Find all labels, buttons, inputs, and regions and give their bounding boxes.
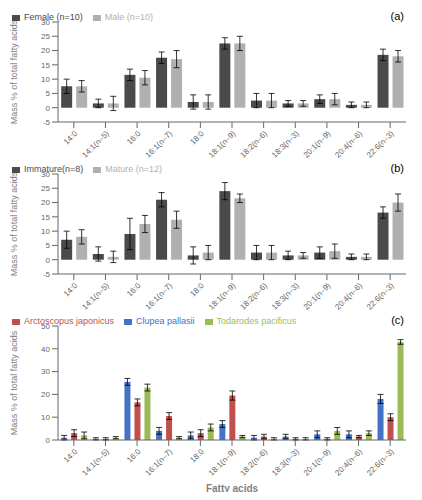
svg-text:15: 15	[41, 61, 50, 70]
svg-text:Mass % of total fatty acids: Mass % of total fatty acids	[9, 330, 19, 435]
svg-text:18:3(n–3): 18:3(n–3)	[270, 129, 301, 160]
svg-text:18:0: 18:0	[188, 281, 206, 299]
svg-text:10: 10	[41, 413, 50, 422]
svg-text:18:2(n–6): 18:2(n–6)	[238, 129, 269, 160]
svg-text:0: 0	[46, 104, 51, 113]
svg-text:14:0: 14:0	[62, 447, 80, 465]
svg-text:20:1(n–9): 20:1(n–9)	[302, 129, 333, 160]
svg-text:14:0: 14:0	[62, 129, 80, 147]
svg-text:30: 30	[41, 170, 50, 179]
svg-text:22:6(n–3): 22:6(n–3)	[365, 129, 396, 160]
svg-text:Mass % of total fatty acids: Mass % of total fatty acids	[9, 19, 19, 124]
svg-text:20:4(n–6): 20:4(n–6)	[333, 281, 364, 312]
svg-text:18:3(n–3): 18:3(n–3)	[270, 281, 301, 312]
svg-text:16:1(n–7): 16:1(n–7)	[144, 129, 175, 160]
svg-text:20:1(n–9): 20:1(n–9)	[302, 447, 333, 478]
svg-text:25: 25	[41, 32, 50, 41]
svg-text:14:1(n–5): 14:1(n–5)	[80, 447, 111, 478]
svg-text:30: 30	[41, 18, 50, 27]
svg-text:18:2(n–6): 18:2(n–6)	[238, 281, 269, 312]
svg-text:Mass % of total fatty acids: Mass % of total fatty acids	[9, 171, 19, 276]
svg-text:Fatty acids: Fatty acids	[206, 483, 259, 492]
svg-text:0: 0	[46, 256, 51, 265]
svg-text:18:2(n–6): 18:2(n–6)	[238, 447, 269, 478]
svg-text:5: 5	[46, 241, 51, 250]
svg-text:20:4(n–6): 20:4(n–6)	[333, 129, 364, 160]
svg-text:16:1(n–7): 16:1(n–7)	[144, 281, 175, 312]
svg-text:18:0: 18:0	[188, 447, 206, 465]
svg-text:-5: -5	[43, 118, 51, 127]
svg-text:18:1(n–9): 18:1(n–9)	[207, 129, 238, 160]
svg-text:16:0: 16:0	[125, 129, 143, 147]
svg-text:20: 20	[41, 390, 50, 399]
svg-text:10: 10	[41, 75, 50, 84]
svg-text:25: 25	[41, 184, 50, 193]
svg-text:40: 40	[41, 345, 50, 354]
svg-text:10: 10	[41, 227, 50, 236]
svg-text:14:1(n–5): 14:1(n–5)	[80, 129, 111, 160]
svg-text:18:1(n–9): 18:1(n–9)	[207, 281, 238, 312]
svg-text:-5: -5	[43, 270, 51, 279]
svg-text:16:0: 16:0	[125, 281, 143, 299]
svg-text:20:4(n–6): 20:4(n–6)	[333, 447, 364, 478]
svg-text:15: 15	[41, 213, 50, 222]
svg-text:50: 50	[41, 322, 50, 331]
svg-text:30: 30	[41, 367, 50, 376]
svg-text:14:1(n–5): 14:1(n–5)	[80, 281, 111, 312]
svg-text:18:1(n–9): 18:1(n–9)	[207, 447, 238, 478]
svg-text:18:0: 18:0	[188, 129, 206, 147]
svg-text:22:6(n–3): 22:6(n–3)	[365, 281, 396, 312]
svg-text:20:1(n–9): 20:1(n–9)	[302, 281, 333, 312]
svg-text:0: 0	[46, 436, 51, 445]
svg-text:16:0: 16:0	[125, 447, 143, 465]
svg-text:20: 20	[41, 46, 50, 55]
svg-text:14:0: 14:0	[62, 281, 80, 299]
svg-text:20: 20	[41, 198, 50, 207]
svg-text:5: 5	[46, 89, 51, 98]
svg-text:16:1(n–7): 16:1(n–7)	[144, 447, 175, 478]
svg-text:18:3(n–3): 18:3(n–3)	[270, 447, 301, 478]
svg-text:22:6(n–3): 22:6(n–3)	[365, 447, 396, 478]
